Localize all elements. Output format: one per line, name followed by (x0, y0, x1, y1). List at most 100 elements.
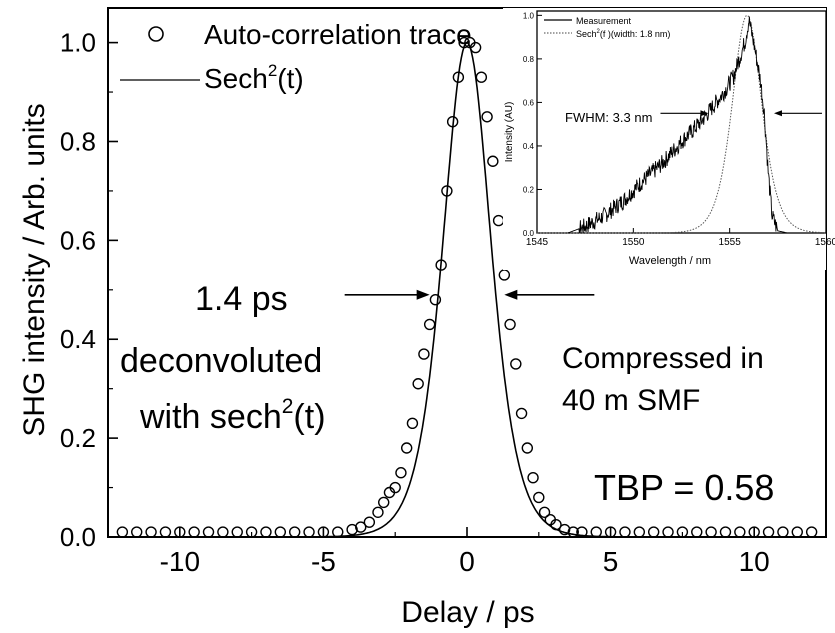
autocorrelation-point (481, 111, 493, 123)
autocorrelation-point (791, 526, 803, 538)
autocorrelation-point (423, 318, 436, 331)
inset-y-axis-label: Intensity (AU) (504, 102, 515, 163)
autocorrelation-point (487, 155, 499, 167)
x-tick-label: -5 (311, 546, 336, 577)
autocorrelation-point (748, 526, 760, 538)
inset-fwhm-arrowhead-left (700, 110, 709, 117)
inset-x-axis-label: Wavelength / nm (629, 255, 711, 267)
main-curve-layer (108, 41, 826, 538)
inset-y-tick-label: 0.2 (523, 185, 535, 194)
autocorrelation-point (174, 526, 186, 538)
inset-chart: 1545 1550 1555 1560 0.0 0.2 0.4 0.6 0.8 1.0 Wavel… (503, 8, 835, 270)
autocorrelation-point (245, 526, 258, 538)
inset-y-tick-label: 0.4 (523, 142, 535, 151)
autocorrelation-point (498, 269, 511, 281)
y-tick-label: 0.2 (60, 423, 96, 453)
y-tick-label: 0.4 (60, 324, 96, 354)
legend-circle-marker (148, 26, 164, 42)
with-sech-label: with sech2(t) (139, 395, 326, 436)
autocorrelation-point (452, 71, 465, 83)
inset-x-tick-label: 1545 (526, 237, 549, 248)
tbp-label: TBP = 0.58 (594, 467, 774, 508)
y-tick-label: 0.8 (60, 126, 96, 156)
autocorrelation-point (492, 214, 505, 227)
inset-y-tick-label: 1.0 (523, 11, 535, 20)
inset-measurement-line (567, 16, 788, 234)
autocorrelation-point (734, 526, 746, 538)
inset-fwhm-arrowhead-right (773, 110, 782, 117)
y-tick-label: 1.0 (60, 28, 96, 58)
autocorrelation-point (619, 526, 631, 538)
fwhm-arrowhead-left (416, 289, 430, 300)
pulse-width-label: 1.4 ps (195, 280, 288, 318)
autocorrelation-point (521, 442, 534, 454)
inset-fwhm-label: FWHM: 3.3 nm (565, 110, 652, 125)
autocorrelation-point (429, 293, 442, 306)
legend-label-autocorrelation: Auto-correlation trace (204, 19, 472, 50)
fwhm-arrowhead-right (504, 289, 518, 300)
inset-measurement-layer (567, 16, 788, 234)
inset-fit-layer (537, 14, 826, 234)
autocorrelation-point (406, 417, 419, 429)
autocorrelation-point (159, 526, 172, 538)
autocorrelation-point (303, 526, 315, 538)
autocorrelation-point (317, 526, 330, 538)
autocorrelation-point (395, 467, 407, 479)
inset-y-tick-label: 0.6 (523, 98, 535, 107)
autocorrelation-point (762, 526, 775, 538)
autocorrelation-point (274, 526, 287, 538)
autocorrelation-point (116, 526, 129, 538)
compressed-label: Compressed in (562, 342, 764, 375)
y-tick-label: 0.0 (60, 522, 96, 552)
inset-sech2-fit-line (537, 14, 826, 234)
autocorrelation-point (231, 526, 243, 538)
autocorrelation-point (510, 358, 522, 370)
inset-x-tick-label: 1550 (622, 237, 645, 248)
autocorrelation-point (363, 516, 376, 528)
autocorrelation-point (202, 526, 215, 538)
y-tick-label: 0.6 (60, 225, 96, 255)
autocorrelation-point (647, 526, 660, 538)
autocorrelation-point (705, 526, 717, 538)
legend-label-sech: Sech2(t) (204, 61, 304, 94)
autocorrelation-point (332, 526, 344, 538)
autocorrelation-point (604, 526, 617, 538)
autocorrelation-point (633, 526, 646, 538)
autocorrelation-point (676, 526, 689, 538)
autocorrelation-point (719, 526, 732, 538)
autocorrelation-point (662, 526, 674, 538)
autocorrelation-point (590, 526, 602, 538)
main-points-layer (116, 36, 818, 538)
autocorrelation-point (288, 526, 301, 538)
autocorrelation-point (805, 526, 818, 538)
autocorrelation-point (550, 518, 562, 531)
inset-background (503, 8, 826, 270)
autocorrelation-point (400, 442, 413, 454)
autocorrelation-point (260, 526, 272, 538)
autocorrelation-point (538, 506, 551, 518)
autocorrelation-point (412, 378, 424, 390)
inset-x-tick-label: 1555 (719, 237, 742, 248)
autocorrelation-point (515, 407, 528, 420)
inset-y-tick-label: 0.8 (523, 55, 535, 64)
main-x-axis-label: Delay / ps (401, 596, 534, 629)
inset-x-tick-label: 1560 (815, 237, 835, 248)
autocorrelation-point (389, 481, 401, 494)
inset-plot-frame (536, 10, 827, 234)
autocorrelation-point (145, 526, 157, 538)
inset-legend-fit: Sech2(f )(width: 1.8 nm) (576, 29, 670, 39)
autocorrelation-point (469, 41, 482, 54)
autocorrelation-point (188, 526, 200, 538)
inset-y-tick-label: 0.0 (523, 229, 535, 238)
autocorrelation-point (777, 526, 789, 538)
autocorrelation-point (475, 71, 488, 83)
autocorrelation-point (691, 526, 703, 538)
autocorrelation-point (567, 526, 579, 538)
autocorrelation-point (131, 526, 143, 538)
x-tick-label: 10 (739, 546, 770, 577)
autocorrelation-point (504, 318, 516, 331)
autocorrelation-point (576, 526, 588, 538)
main-ticks: -10 -5 0 5 10 0.0 0.2 0.4 0.6 0.8 1.0 (60, 28, 827, 577)
autocorrelation-point (217, 526, 229, 538)
autocorrelation-point (355, 521, 367, 533)
